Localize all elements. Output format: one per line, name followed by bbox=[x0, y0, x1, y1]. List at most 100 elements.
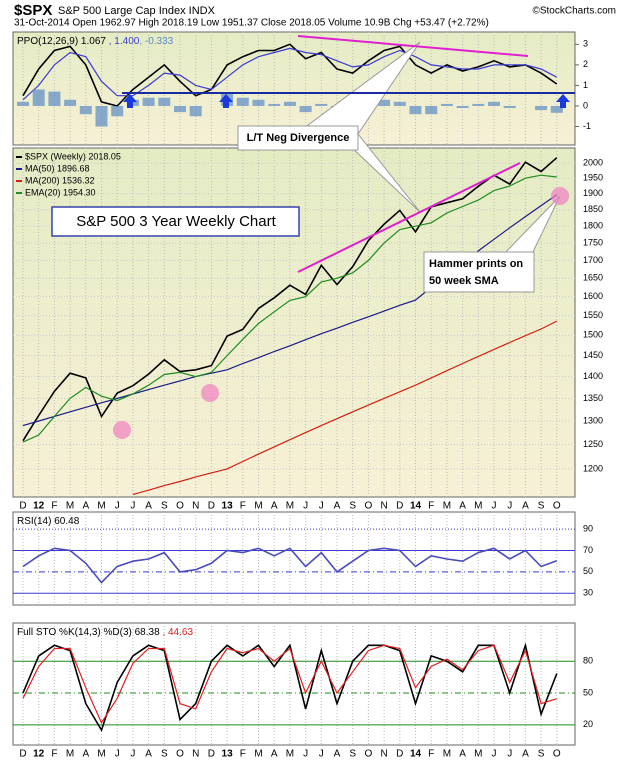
x-tick-label: A bbox=[334, 501, 341, 512]
histogram-bar bbox=[236, 97, 249, 106]
histogram-bar bbox=[472, 103, 485, 106]
x-tick-label: M bbox=[286, 501, 294, 512]
y-tick-label: 1350 bbox=[583, 393, 603, 403]
annotation-box bbox=[51, 206, 300, 237]
x-tick-label: J bbox=[303, 749, 308, 760]
series-line bbox=[22, 47, 558, 101]
x-tick-label: A bbox=[82, 749, 89, 760]
series-line bbox=[22, 547, 558, 584]
series-line bbox=[132, 320, 558, 495]
histogram-bar bbox=[48, 91, 61, 106]
histogram-bar bbox=[64, 99, 77, 106]
x-tick-label: M bbox=[474, 501, 482, 512]
x-tick-label: O bbox=[365, 749, 373, 760]
x-tick-label: N bbox=[380, 749, 387, 760]
x-tick-label: A bbox=[334, 749, 341, 760]
y-tick-label: 1500 bbox=[583, 330, 603, 340]
x-tick-label: O bbox=[176, 749, 184, 760]
trend-line bbox=[297, 162, 521, 273]
x-tick-label: F bbox=[428, 501, 434, 512]
legend-entry: EMA(20) 1954.30 bbox=[25, 187, 96, 197]
legend-entry: , 44.63 bbox=[162, 627, 193, 638]
y-tick-label: 20 bbox=[583, 719, 593, 729]
histogram-bar bbox=[268, 103, 281, 106]
x-tick-label: S bbox=[349, 501, 356, 512]
y-tick-label: 2 bbox=[583, 59, 588, 69]
legend-entry: $SPX (Weekly) 2018.05 bbox=[25, 151, 121, 161]
x-tick-label: M bbox=[66, 501, 74, 512]
x-tick-label: J bbox=[115, 749, 120, 760]
highlight bbox=[551, 187, 569, 205]
x-tick-label: A bbox=[459, 749, 466, 760]
arrow bbox=[556, 94, 570, 108]
x-tick-label: S bbox=[349, 749, 356, 760]
histogram-bar bbox=[393, 101, 406, 106]
y-tick-label: 0 bbox=[583, 100, 588, 110]
annotation: 50 week SMA bbox=[429, 275, 499, 287]
series-line bbox=[22, 174, 557, 443]
annotation: Hammer prints on bbox=[429, 258, 523, 270]
arrow bbox=[123, 94, 137, 108]
annotation-box bbox=[237, 125, 359, 151]
legend-entry: , 1.400 bbox=[109, 36, 140, 47]
x-tick-label: 12 bbox=[33, 501, 45, 512]
legend-entry: PPO(12,26,9) 1.067 bbox=[17, 36, 109, 47]
ticker: $SPX bbox=[14, 2, 52, 19]
histogram-bar bbox=[111, 105, 124, 117]
panel bbox=[12, 622, 576, 746]
x-tick-label: J bbox=[507, 501, 512, 512]
histogram-bar bbox=[32, 89, 45, 106]
histogram-bar bbox=[550, 105, 563, 113]
info-line: 31-Oct-2014 Open 1962.97 High 2018.19 Lo… bbox=[14, 18, 489, 29]
x-tick-label: J bbox=[492, 749, 497, 760]
panel bbox=[12, 511, 576, 606]
histogram-bar bbox=[315, 103, 328, 106]
x-tick-label: M bbox=[97, 501, 105, 512]
x-tick-label: O bbox=[365, 501, 373, 512]
x-tick-label: A bbox=[145, 501, 152, 512]
histogram-bar bbox=[299, 105, 312, 113]
x-tick-label: 12 bbox=[33, 749, 45, 760]
x-tick-label: A bbox=[522, 501, 529, 512]
x-tick-label: D bbox=[19, 501, 26, 512]
x-tick-label: A bbox=[271, 501, 278, 512]
histogram-bar bbox=[535, 105, 548, 111]
x-tick-label: F bbox=[240, 501, 246, 512]
x-tick-label: N bbox=[192, 501, 199, 512]
x-tick-label: M bbox=[97, 749, 105, 760]
y-tick-label: 1550 bbox=[583, 310, 603, 320]
y-tick-label: 30 bbox=[583, 588, 593, 598]
x-tick-label: A bbox=[271, 749, 278, 760]
y-tick-label: 3 bbox=[583, 39, 588, 49]
histogram-bar bbox=[79, 105, 92, 115]
histogram-bar bbox=[95, 105, 108, 127]
x-tick-label: 14 bbox=[410, 749, 422, 760]
annotation-box bbox=[423, 251, 535, 293]
histogram-bar bbox=[189, 105, 202, 117]
series-line bbox=[22, 644, 557, 724]
histogram-bar bbox=[488, 101, 500, 106]
histogram-bar bbox=[174, 105, 186, 113]
x-tick-label: S bbox=[161, 501, 168, 512]
y-tick-label: 1600 bbox=[583, 291, 603, 301]
source: ©StockCharts.com bbox=[532, 6, 616, 17]
x-tick-label: J bbox=[130, 501, 135, 512]
legend-entry: RSI(14) 60.48 bbox=[17, 516, 80, 527]
x-tick-label: M bbox=[443, 749, 451, 760]
y-tick-label: 1950 bbox=[583, 173, 603, 183]
legend-entry: MA(200) 1536.32 bbox=[25, 175, 95, 185]
x-tick-label: 13 bbox=[222, 501, 234, 512]
x-tick-label: J bbox=[115, 501, 120, 512]
x-tick-label: D bbox=[208, 501, 215, 512]
highlight bbox=[113, 421, 131, 439]
y-tick-label: 1200 bbox=[583, 463, 603, 473]
x-tick-label: N bbox=[380, 501, 387, 512]
x-tick-label: S bbox=[161, 749, 168, 760]
x-tick-label: A bbox=[145, 749, 152, 760]
y-tick-label: 50 bbox=[583, 566, 593, 576]
x-tick-label: 13 bbox=[222, 749, 234, 760]
x-tick-label: O bbox=[553, 749, 561, 760]
y-tick-label: 1650 bbox=[583, 273, 603, 283]
histogram-bar bbox=[158, 97, 171, 106]
y-tick-label: 1750 bbox=[583, 237, 603, 247]
